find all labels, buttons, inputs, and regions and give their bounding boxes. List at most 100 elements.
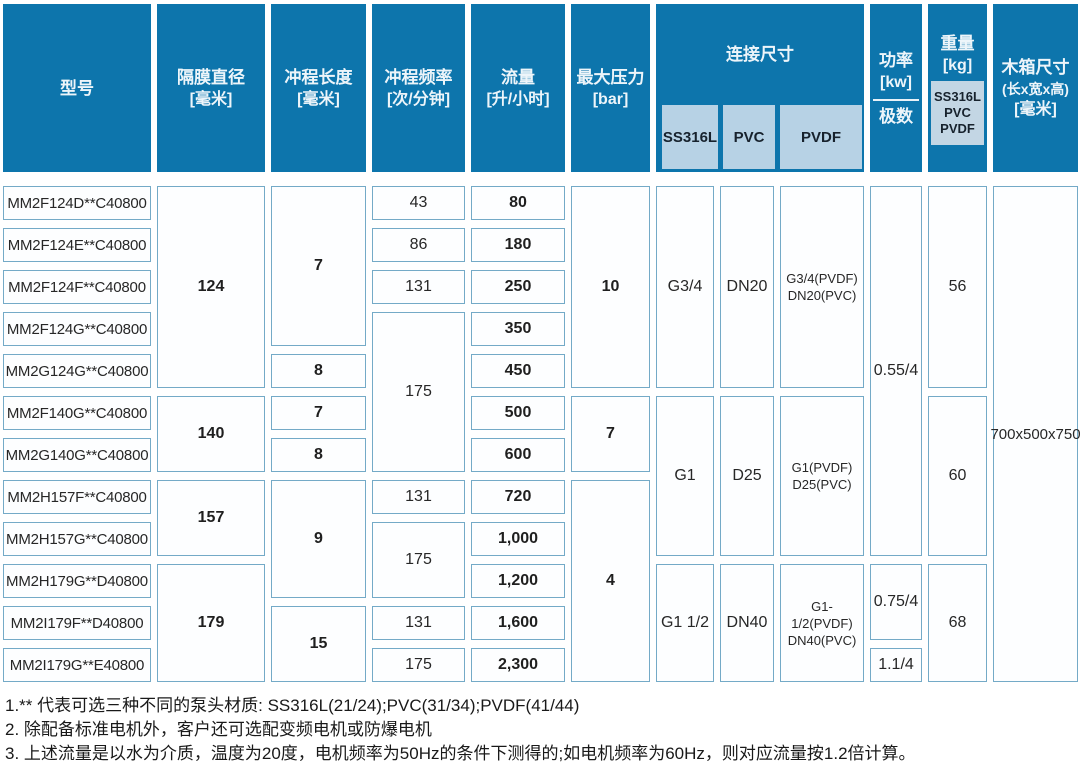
header-conn-pvc: PVC xyxy=(723,105,775,169)
weight-cell: 68 xyxy=(928,564,987,682)
header-weight-materials: SS316L PVC PVDF xyxy=(931,80,984,145)
frequency-cell: 175 xyxy=(372,522,465,598)
header-box-label: 木箱尺寸 xyxy=(1001,57,1070,77)
flow-cell: 720 xyxy=(471,480,565,514)
flow-cell: 450 xyxy=(471,354,565,388)
power-cell: 1.1/4 xyxy=(870,648,922,682)
header-conn-ss316l: SS316L xyxy=(662,105,718,169)
flow-cell: 1,600 xyxy=(471,606,565,640)
pressure-cell: 10 xyxy=(571,186,650,388)
footnote-2: 2. 除配备标准电机外，客户还可选配变频电机或防爆电机 xyxy=(5,720,432,739)
header-diaphragm-unit: [毫米] xyxy=(189,90,233,108)
conn-pvdf-line2: DN40(PVC) xyxy=(787,632,857,648)
frequency-cell: 131 xyxy=(372,270,465,304)
stroke-cell: 15 xyxy=(271,606,366,682)
diaphragm-cell: 179 xyxy=(157,564,265,682)
model-cell: MM2H157G**C40800 xyxy=(3,522,151,556)
stroke-cell: 8 xyxy=(271,438,366,472)
conn-pvdf-line2: D25(PVC) xyxy=(792,477,852,492)
flow-cell: 600 xyxy=(471,438,565,472)
frequency-cell: 43 xyxy=(372,186,465,220)
header-poles-label: 极数 xyxy=(879,106,913,126)
conn-ss316l-cell: G1 xyxy=(656,396,714,556)
header-weight-ss316l: SS316L xyxy=(934,88,981,104)
conn-ss316l-cell: G3/4 xyxy=(656,186,714,388)
header-frequency: 冲程频率 [次/分钟] xyxy=(372,4,465,172)
header-power: 功率 [kw] 极数 xyxy=(870,4,922,172)
header-stroke-label: 冲程长度 xyxy=(284,67,353,87)
model-cell: MM2I179F**D40800 xyxy=(3,606,151,640)
frequency-cell: 175 xyxy=(372,648,465,682)
header-stroke: 冲程长度 [毫米] xyxy=(271,4,366,172)
conn-pvdf-cell: G1-1/2(PVDF) DN40(PVC) xyxy=(780,564,864,682)
stroke-cell: 7 xyxy=(271,396,366,430)
header-conn-pvdf: PVDF xyxy=(780,105,862,169)
table-body: MM2F124D**C40800 MM2F124E**C40800 MM2F12… xyxy=(3,186,1080,682)
header-weight-unit: [kg] xyxy=(942,56,973,74)
header-model: 型号 xyxy=(3,4,151,172)
header-box: 木箱尺寸 (长x宽x高) [毫米] xyxy=(993,4,1078,172)
header-diaphragm-label: 隔膜直径 xyxy=(177,67,245,87)
conn-ss316l-cell: G1 1/2 xyxy=(656,564,714,682)
model-cell: MM2F140G**C40800 xyxy=(3,396,151,430)
stroke-cell: 8 xyxy=(271,354,366,388)
footnote-3: 3. 上述流量是以水为介质，温度为20度，电机频率为50Hz的条件下测得的;如电… xyxy=(5,744,916,763)
conn-pvdf-line2: DN20(PVC) xyxy=(787,288,857,303)
header-box-dims: (长x宽x高) xyxy=(1002,80,1069,97)
model-cell: MM2G124G**C40800 xyxy=(3,354,151,388)
header-flow-label: 流量 xyxy=(501,67,535,87)
conn-pvdf-line1: G3/4(PVDF) xyxy=(786,271,858,286)
flow-cell: 350 xyxy=(471,312,565,346)
model-cell: MM2H179G**D40800 xyxy=(3,564,151,598)
weight-cell: 56 xyxy=(928,186,987,388)
header-power-label: 功率 xyxy=(879,50,913,70)
header-flow: 流量 [升/小时] xyxy=(471,4,565,172)
diaphragm-cell: 124 xyxy=(157,186,265,388)
header-connection-group: 连接尺寸 SS316L PVC PVDF xyxy=(656,4,864,172)
frequency-cell: 131 xyxy=(372,606,465,640)
header-weight-pvc: PVC xyxy=(944,104,971,120)
frequency-cell: 131 xyxy=(372,480,465,514)
flow-cell: 80 xyxy=(471,186,565,220)
model-cell: MM2F124G**C40800 xyxy=(3,312,151,346)
header-connection-subrow: SS316L PVC PVDF xyxy=(659,105,862,172)
conn-pvdf-line1: G1-1/2(PVDF) xyxy=(791,598,853,631)
weight-cell: 60 xyxy=(928,396,987,556)
header-flow-unit: [升/小时] xyxy=(486,90,550,108)
flow-cell: 500 xyxy=(471,396,565,430)
model-cell: MM2I179G**E40800 xyxy=(3,648,151,682)
conn-pvc-cell: DN20 xyxy=(720,186,774,388)
pressure-cell: 7 xyxy=(571,396,650,472)
frequency-cell: 175 xyxy=(372,312,465,472)
header-pressure: 最大压力 [bar] xyxy=(571,4,650,172)
conn-pvc-cell: DN40 xyxy=(720,564,774,682)
model-cell: MM2F124E**C40800 xyxy=(3,228,151,262)
flow-cell: 180 xyxy=(471,228,565,262)
stroke-cell: 7 xyxy=(271,186,366,346)
frequency-cell: 86 xyxy=(372,228,465,262)
stroke-cell: 9 xyxy=(271,480,366,598)
header-weight-pvdf: PVDF xyxy=(940,120,975,136)
flow-cell: 250 xyxy=(471,270,565,304)
header-weight-label: 重量 xyxy=(940,33,975,53)
header-power-divider xyxy=(872,98,920,101)
diaphragm-cell: 157 xyxy=(157,480,265,556)
box-size-cell: 700x500x750 xyxy=(990,186,1080,682)
header-frequency-label: 冲程频率 xyxy=(384,67,453,87)
header-frequency-unit: [次/分钟] xyxy=(386,90,451,108)
footnotes: 1.** 代表可选三种不同的泵头材质: SS316L(21/24);PVC(31… xyxy=(3,694,1080,766)
model-cell: MM2F124D**C40800 xyxy=(3,186,151,220)
header-weight: 重量 [kg] SS316L PVC PVDF xyxy=(928,4,987,172)
table-header: 型号 隔膜直径 [毫米] 冲程长度 [毫米] 冲程频率 [次/分钟] 流量 [升… xyxy=(3,4,1080,172)
header-pressure-unit: [bar] xyxy=(592,90,629,108)
header-stroke-unit: [毫米] xyxy=(297,90,340,108)
power-cell: 0.75/4 xyxy=(870,564,922,640)
conn-pvc-cell: D25 xyxy=(720,396,774,556)
model-cell: MM2F124F**C40800 xyxy=(3,270,151,304)
footnote-1: 1.** 代表可选三种不同的泵头材质: SS316L(21/24);PVC(31… xyxy=(5,696,580,715)
flow-cell: 1,000 xyxy=(471,522,565,556)
header-box-unit: [毫米] xyxy=(1014,100,1057,118)
conn-pvdf-cell: G1(PVDF) D25(PVC) xyxy=(780,396,864,556)
model-cell: MM2H157F**C40800 xyxy=(3,480,151,514)
